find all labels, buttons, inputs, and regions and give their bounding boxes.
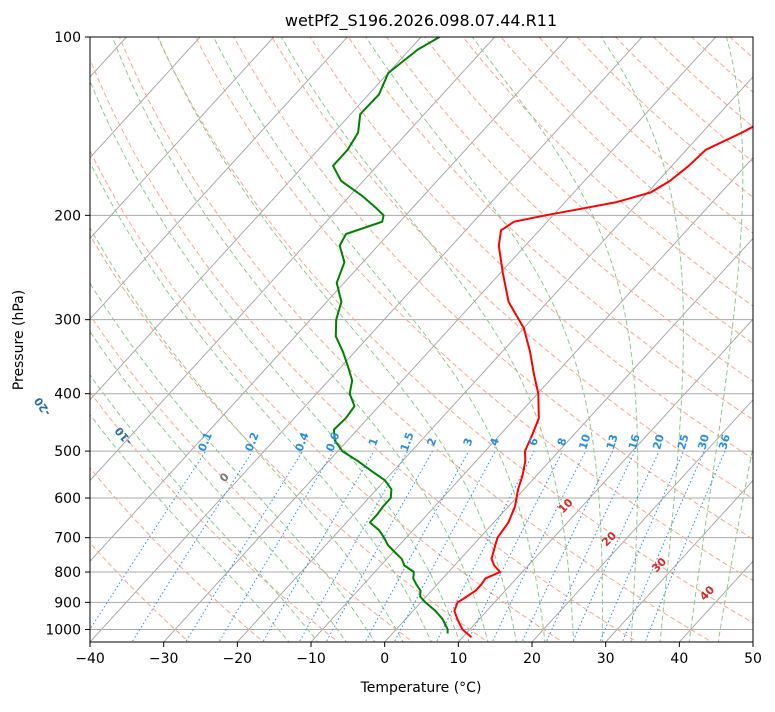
y-axis-label: Pressure (hPa) <box>11 290 27 390</box>
x-tick-label: −10 <box>296 651 326 667</box>
y-tick-label: 500 <box>54 444 81 460</box>
y-tick-label: 900 <box>54 595 81 611</box>
y-tick-label: 200 <box>54 208 81 224</box>
x-tick-label: 0 <box>380 651 389 667</box>
x-tick-label: −40 <box>75 651 105 667</box>
y-tick-label: 1000 <box>45 622 81 638</box>
x-tick-label: 40 <box>670 651 688 667</box>
y-tick-label: 400 <box>54 387 81 403</box>
x-tick-label: 50 <box>744 651 762 667</box>
x-axis-label: Temperature (°C) <box>360 680 482 696</box>
x-tick-label: 30 <box>597 651 615 667</box>
y-tick-label: 300 <box>54 313 81 329</box>
x-tick-label: 20 <box>523 651 541 667</box>
x-tick-label: 10 <box>449 651 467 667</box>
y-tick-label: 100 <box>54 30 81 46</box>
y-tick-label: 700 <box>54 531 81 547</box>
x-tick-label: −30 <box>149 651 179 667</box>
x-tick-label: −20 <box>223 651 253 667</box>
chart-title: wetPf2_S196.2026.098.07.44.R11 <box>285 11 557 31</box>
y-tick-label: 600 <box>54 491 81 507</box>
y-tick-label: 800 <box>54 565 81 581</box>
